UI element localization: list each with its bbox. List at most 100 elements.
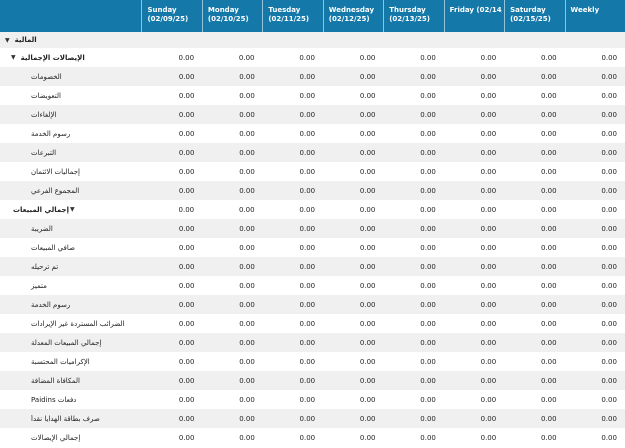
row-label-text: الضريبة <box>31 224 53 233</box>
value-cell: 0.00 <box>540 148 557 157</box>
table-row: صرف بطاقة الهدايا نقداً 0.00 0.00 0.00 0.00 0… <box>0 409 625 428</box>
value-cell: 0.00 <box>480 148 497 157</box>
value-cell: 0.00 <box>299 414 316 423</box>
value-cell: 0.00 <box>239 110 255 119</box>
value-cell: 0.00 <box>299 110 316 119</box>
table-row: الخصومات 0.00 0.00 0.00 0.00 0.00 0.00 0.00 0.00 <box>0 67 625 86</box>
col-day: Thursday <box>389 6 426 14</box>
caret-down-icon[interactable]: ▼ <box>5 36 10 44</box>
value-cell: 0.00 <box>601 338 617 347</box>
row-label: إجماليات الائتمان <box>0 168 142 176</box>
value-cell: 0.00 <box>601 395 617 404</box>
col-date: (02/12/25) <box>328 15 370 23</box>
value-cell: 0.00 <box>540 433 557 442</box>
row-label: صافي المبيعات <box>0 244 142 252</box>
col-date: (02/11/25) <box>268 15 310 23</box>
row-label: الضرائب المستردة غير الإيرادات <box>0 320 142 328</box>
value-cell: 0.00 <box>359 262 376 271</box>
row-label-text: رسوم الخدمة <box>31 129 71 138</box>
table-row: متميز 0.00 0.00 0.00 0.00 0.00 0.00 0.00 0.00 <box>0 276 625 295</box>
value-cell: 0.00 <box>601 72 617 81</box>
value-cell: 0.00 <box>178 110 195 119</box>
row-label-text: المالية <box>14 36 37 44</box>
table-row: التعويضات 0.00 0.00 0.00 0.00 0.00 0.00 0.00 0.0… <box>0 86 625 105</box>
header-col-tuesday[interactable]: Tuesday (02/11/25) <box>262 0 321 32</box>
col-date: (02/15/25) <box>510 15 551 23</box>
value-cell: 0.00 <box>420 167 436 176</box>
row-label-text: رسوم الخدمة <box>31 300 71 309</box>
value-cell: 0.00 <box>420 281 436 290</box>
value-cell: 0.00 <box>299 319 316 328</box>
value-cell: 0.00 <box>480 414 497 423</box>
header-col-monday[interactable]: Monday (02/10/25) <box>201 0 261 32</box>
value-cell: 0.00 <box>420 205 436 214</box>
header-col-sunday[interactable]: Sunday (02/09/25) <box>141 0 200 32</box>
caret-down-icon[interactable]: ▼ <box>11 54 16 61</box>
table-row: إجمالي المبيعات المعدلة 0.00 0.00 0.00 0.00 0… <box>0 333 625 352</box>
row-label: المكافأة المضافة <box>0 377 142 385</box>
value-cell: 0.00 <box>420 53 436 62</box>
value-cell: 0.00 <box>480 167 497 176</box>
table-row: المكافأة المضافة 0.00 0.00 0.00 0.00 0.00 0.00… <box>0 371 625 390</box>
value-cell: 0.00 <box>359 433 376 442</box>
value-cell: 0.00 <box>420 338 436 347</box>
row-label-text: المجموع الفرعي <box>31 186 80 195</box>
caret-down-icon[interactable]: ▼ <box>69 206 75 213</box>
value-cell: 0.00 <box>178 186 195 195</box>
value-cell: 0.00 <box>480 110 497 119</box>
col-date: (02/10/25) <box>207 15 249 23</box>
row-label-text: الإلغاءات <box>31 110 57 119</box>
col-date: (02/13/25) <box>389 15 430 23</box>
value-cell: 0.00 <box>480 376 497 385</box>
value-cell: 0.00 <box>359 205 376 214</box>
value-cell: 0.00 <box>540 414 557 423</box>
table-row-category[interactable]: إجمالي المبيعات ▼ 0.00 0.00 0.00 0.00 0.00 0.00… <box>0 200 625 219</box>
value-cell: 0.00 <box>601 243 617 252</box>
value-cell: 0.00 <box>299 53 315 62</box>
value-cell: 0.00 <box>359 224 376 233</box>
value-cell: 0.00 <box>299 129 316 138</box>
value-cell: 0.00 <box>178 72 195 81</box>
header-col-wednesday[interactable]: Wednesday (02/12/25) <box>322 0 382 32</box>
value-cell: 0.00 <box>601 129 617 138</box>
table-row-section[interactable]: ▼ المالية <box>0 32 625 48</box>
row-label-text: الخصومات <box>31 72 62 81</box>
table-row-group[interactable]: ▼ الإيصالات الإجمالية 0.00 0.00 0.00 0.00 0.00… <box>0 48 625 67</box>
table-row: الضريبة 0.00 0.00 0.00 0.00 0.00 0.00 0.00 0.00 <box>0 219 625 238</box>
value-cell: 0.00 <box>480 338 497 347</box>
value-cell: 0.00 <box>601 433 617 442</box>
header-col-thursday[interactable]: Thursday (02/13/25) <box>383 0 442 32</box>
value-cell: 0.00 <box>420 319 436 328</box>
table-row: إجمالي الإيصالات 0.00 0.00 0.00 0.00 0.00 0.00… <box>0 428 625 447</box>
row-label-text: صافي المبيعات <box>31 243 75 252</box>
value-cell: 0.00 <box>299 376 316 385</box>
value-cell: 0.00 <box>299 243 316 252</box>
value-cell: 0.00 <box>178 148 195 157</box>
value-cell: 0.00 <box>420 224 436 233</box>
value-cell: 0.00 <box>601 205 617 214</box>
value-cell: 0.00 <box>420 129 436 138</box>
table-row: التبرعات 0.00 0.00 0.00 0.00 0.00 0.00 0.00 0.00 <box>0 143 625 162</box>
value-cell: 0.00 <box>359 319 376 328</box>
row-label-text: التبرعات <box>31 148 57 157</box>
row-label: التعويضات <box>0 92 142 100</box>
value-cell: 0.00 <box>299 395 316 404</box>
header-col-saturday[interactable]: Saturday (02/15/25) <box>504 0 563 32</box>
value-cell: 0.00 <box>239 186 255 195</box>
row-label-text: إجمالي المبيعات <box>13 205 69 214</box>
col-day: Saturday <box>510 6 546 14</box>
value-cell: 0.00 <box>480 357 497 366</box>
value-cell: 0.00 <box>480 262 497 271</box>
value-cell: 0.00 <box>601 262 617 271</box>
value-cell: 0.00 <box>480 129 497 138</box>
col-day: Wednesday <box>328 6 375 14</box>
value-cell: 0.00 <box>239 167 255 176</box>
table-row: صافي المبيعات 0.00 0.00 0.00 0.00 0.00 0.00 0.0… <box>0 238 625 257</box>
header-col-friday[interactable]: Friday (02/14/25) <box>443 0 502 32</box>
value-cell: 0.00 <box>299 357 316 366</box>
header-col-weekly[interactable]: Weekly <box>564 0 624 32</box>
value-cell: 0.00 <box>239 91 255 100</box>
value-cell: 0.00 <box>359 91 376 100</box>
col-day: Sunday <box>147 6 177 14</box>
